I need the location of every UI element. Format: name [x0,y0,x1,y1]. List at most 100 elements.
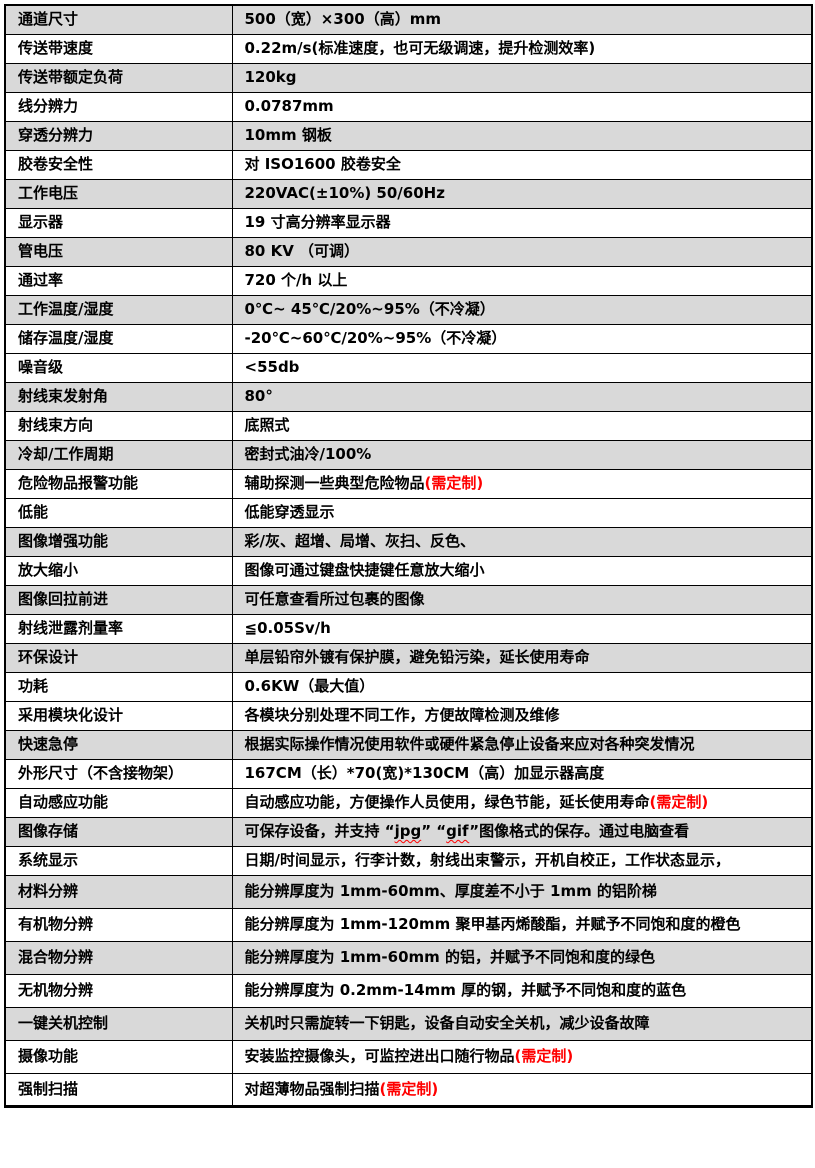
spec-value: 80 KV （可调） [231,236,813,267]
table-row: 无机物分辨 能分辨厚度为 0.2mm-14mm 厚的钢，并赋予不同饱和度的蓝色 [4,973,813,1008]
value-text: 自动感应功能，方便操作人员使用，绿色节能，延长使用寿命 [244,793,650,811]
spec-value: 能分辨厚度为 1mm-60mm、厚度差不小于 1mm 的铝阶梯 [231,874,813,909]
table-row: 一键关机控制 关机时只需旋转一下钥匙，设备自动安全关机，减少设备故障 [4,1006,813,1041]
table-row: 传送带速度 0.22m/s(标准速度，也可无级调速，提升检测效率) [4,33,813,64]
custom-required-note: (需定制) [649,793,709,811]
spec-value: 可任意查看所过包裹的图像 [231,584,813,615]
value-text: ≦0.05Sv/h [244,619,331,637]
spec-value: 关机时只需旋转一下钥匙，设备自动安全关机，减少设备故障 [231,1006,813,1041]
spec-label: 噪音级 [4,352,233,383]
spec-label: 图像回拉前进 [4,584,233,615]
spec-value: 167CM（长）*70(宽)*130CM（高）加显示器高度 [231,758,813,789]
table-row: 显示器 19 寸高分辨率显示器 [4,207,813,238]
table-row: 强制扫描 对超薄物品强制扫描(需定制) [4,1072,813,1107]
spec-value: 辅助探测一些典型危险物品(需定制) [231,468,813,499]
spec-value: 可保存设备，并支持 “jpg” “gif”图像格式的保存。通过电脑查看 [231,816,813,847]
spec-label: 功耗 [4,671,233,702]
spec-value: 日期/时间显示，行李计数，射线出束警示，开机自校正，工作状态显示， [231,845,813,876]
value-text: 对超薄物品强制扫描 [244,1079,380,1098]
spec-value: 各模块分别处理不同工作，方便故障检测及维修 [231,700,813,731]
value-text: 220VAC(±10%) 50/60Hz [244,184,445,202]
spec-value: 80° [231,381,813,412]
table-row: 传送带额定负荷 120kg [4,62,813,93]
spec-value: 0℃~ 45℃/20%~95%（不冷凝） [231,294,813,325]
value-text: 80° [244,387,273,405]
spec-value: 0.22m/s(标准速度，也可无级调速，提升检测效率) [231,33,813,64]
spec-label: 显示器 [4,207,233,238]
spec-label: 射线束发射角 [4,381,233,412]
table-row: 射线束发射角 80° [4,381,813,412]
value-text: 能分辨厚度为 0.2mm-14mm 厚的钢，并赋予不同饱和度的蓝色 [244,981,687,999]
table-row: 工作温度/湿度 0℃~ 45℃/20%~95%（不冷凝） [4,294,813,325]
spellcheck-underlined-text: gif [446,822,470,840]
table-row: 快速急停 根据实际操作情况使用软件或硬件紧急停止设备来应对各种突发情况 [4,729,813,760]
table-row: 通过率 720 个/h 以上 [4,265,813,296]
spec-label: 通道尺寸 [4,4,233,35]
table-row: 图像回拉前进 可任意查看所过包裹的图像 [4,584,813,615]
spec-value: 0.0787mm [231,91,813,122]
value-text: 0.6KW（最大值） [244,677,375,695]
spec-label: 图像存储 [4,816,233,847]
table-row: 线分辨力 0.0787mm [4,91,813,122]
spec-label: 一键关机控制 [4,1006,233,1041]
spec-label: 冷却/工作周期 [4,439,233,470]
spec-label: 强制扫描 [4,1072,233,1107]
spec-label: 线分辨力 [4,91,233,122]
spec-label: 工作温度/湿度 [4,294,233,325]
spec-value: 能分辨厚度为 1mm-120mm 聚甲基丙烯酸酯，并赋予不同饱和度的橙色 [231,907,813,942]
value-text: 日期/时间显示，行李计数，射线出束警示，开机自校正，工作状态显示， [244,851,730,869]
spec-label: 环保设计 [4,642,233,673]
table-row: 混合物分辨 能分辨厚度为 1mm-60mm 的铝，并赋予不同饱和度的绿色 [4,940,813,975]
value-text: 各模块分别处理不同工作，方便故障检测及维修 [244,706,560,724]
value-text: 167CM（长）*70(宽)*130CM（高）加显示器高度 [244,764,605,782]
value-text: 可保存设备，并支持 “ [244,822,395,840]
table-row: 图像增强功能 彩/灰、超增、局增、灰扫、反色、 [4,526,813,557]
spec-label: 放大缩小 [4,555,233,586]
spec-value: 安装监控摄像头，可监控进出口随行物品(需定制) [231,1039,813,1074]
spec-value: 能分辨厚度为 1mm-60mm 的铝，并赋予不同饱和度的绿色 [231,940,813,975]
spec-label: 低能 [4,497,233,528]
table-row: 管电压 80 KV （可调） [4,236,813,267]
spec-label: 工作电压 [4,178,233,209]
table-row: 图像存储 可保存设备，并支持 “jpg” “gif”图像格式的保存。通过电脑查看 [4,816,813,847]
spec-label: 管电压 [4,236,233,267]
spec-value: 自动感应功能，方便操作人员使用，绿色节能，延长使用寿命(需定制) [231,787,813,818]
spec-value: 根据实际操作情况使用软件或硬件紧急停止设备来应对各种突发情况 [231,729,813,760]
value-text: 对 ISO1600 胶卷安全 [244,155,401,173]
value-text: 密封式油冷/100% [244,445,372,463]
spec-value: 低能穿透显示 [231,497,813,528]
custom-required-note: (需定制) [379,1079,439,1098]
spec-value: 220VAC(±10%) 50/60Hz [231,178,813,209]
spec-label: 图像增强功能 [4,526,233,557]
spec-label: 胶卷安全性 [4,149,233,180]
table-row: 外形尺寸（不含接物架） 167CM（长）*70(宽)*130CM（高）加显示器高… [4,758,813,789]
value-text: 安装监控摄像头，可监控进出口随行物品 [244,1047,515,1065]
table-row: 通道尺寸 500（宽）×300（高）mm [4,4,813,35]
spec-label: 采用模块化设计 [4,700,233,731]
spec-value: 彩/灰、超增、局增、灰扫、反色、 [231,526,813,557]
table-row: 系统显示 日期/时间显示，行李计数，射线出束警示，开机自校正，工作状态显示， [4,845,813,876]
spec-label: 射线束方向 [4,410,233,441]
value-text: 能分辨厚度为 1mm-60mm、厚度差不小于 1mm 的铝阶梯 [244,882,657,900]
table-row: 功耗 0.6KW（最大值） [4,671,813,702]
value-text: 720 个/h 以上 [244,271,348,289]
spec-value: 密封式油冷/100% [231,439,813,470]
value-text: 0.22m/s(标准速度，也可无级调速，提升检测效率) [244,39,596,57]
spec-label: 通过率 [4,265,233,296]
value-text: ” “ [421,822,447,840]
value-text: 低能穿透显示 [244,503,335,521]
spec-label: 快速急停 [4,729,233,760]
table-row: 材料分辨 能分辨厚度为 1mm-60mm、厚度差不小于 1mm 的铝阶梯 [4,874,813,909]
spec-label: 混合物分辨 [4,940,233,975]
table-row: 射线泄露剂量率 ≦0.05Sv/h [4,613,813,644]
value-text: -20℃~60℃/20%~95%（不冷凝） [244,329,507,347]
spec-label: 材料分辨 [4,874,233,909]
table-row: 噪音级 <55db [4,352,813,383]
value-text: 0.0787mm [244,97,334,115]
value-text: 120kg [244,68,297,86]
table-row: 放大缩小 图像可通过键盘快捷键任意放大缩小 [4,555,813,586]
table-row: 低能 低能穿透显示 [4,497,813,528]
value-text: 10mm 钢板 [244,126,332,144]
spec-label: 系统显示 [4,845,233,876]
value-text: 底照式 [244,416,290,434]
